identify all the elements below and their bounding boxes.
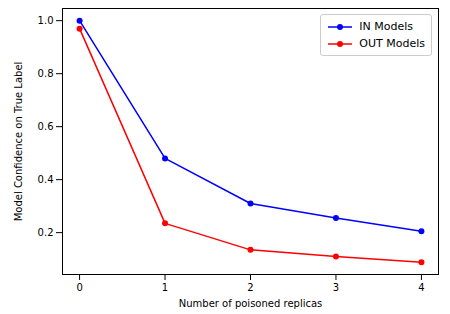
svg-text:4: 4 bbox=[418, 282, 424, 293]
svg-text:1.0: 1.0 bbox=[38, 15, 54, 26]
svg-text:Model Confidence on True Label: Model Confidence on True Label bbox=[13, 62, 24, 222]
svg-text:Number of poisoned replicas: Number of poisoned replicas bbox=[179, 298, 323, 309]
svg-text:2: 2 bbox=[247, 282, 253, 293]
html-text:IN Models: IN Models bbox=[359, 20, 413, 33]
svg-text:3: 3 bbox=[333, 282, 339, 293]
svg-text:0.8: 0.8 bbox=[38, 68, 54, 79]
svg-text:0.6: 0.6 bbox=[38, 121, 54, 132]
svg-text:0.2: 0.2 bbox=[38, 227, 54, 238]
svg-text:0.4: 0.4 bbox=[38, 174, 54, 185]
html-text:OUT Models: OUT Models bbox=[359, 37, 425, 50]
svg-text:1: 1 bbox=[162, 282, 168, 293]
svg-text:0: 0 bbox=[76, 282, 82, 293]
